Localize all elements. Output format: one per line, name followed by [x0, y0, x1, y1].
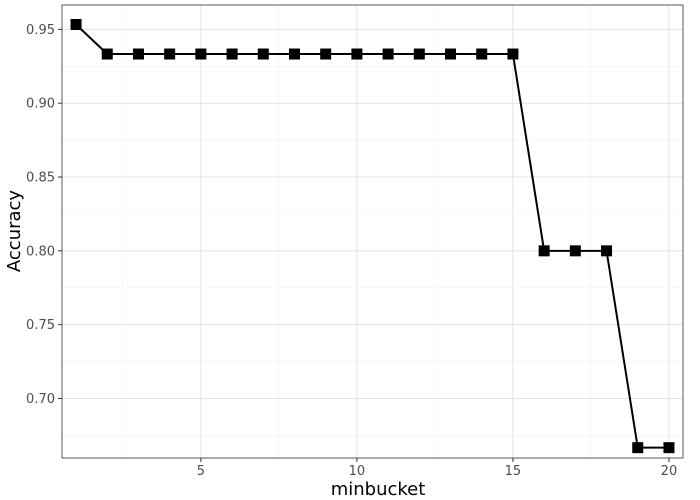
data-point — [101, 48, 113, 60]
panel-border — [61, 4, 684, 459]
y-tick-label: 0.85 — [26, 171, 55, 186]
x-axis-tick-labels: 5 10 15 20 — [197, 464, 678, 479]
data-point — [195, 48, 207, 60]
y-axis-tick-labels: 0.70 0.75 0.80 0.85 0.90 0.95 — [26, 23, 55, 407]
data-point — [663, 442, 675, 454]
data-point — [632, 442, 644, 454]
data-point — [288, 48, 300, 60]
data-point — [445, 48, 457, 60]
y-tick-label: 0.95 — [26, 23, 55, 38]
x-tick-label: 10 — [349, 464, 366, 479]
y-tick-label: 0.90 — [26, 97, 55, 112]
data-point — [132, 48, 144, 60]
y-tick-label: 0.75 — [26, 318, 55, 333]
x-tick-label: 15 — [505, 464, 522, 479]
series-layer — [70, 18, 675, 454]
y-axis-title: Accuracy — [4, 190, 25, 273]
data-point — [70, 18, 82, 30]
y-tick-label: 0.80 — [26, 244, 55, 259]
data-point — [413, 48, 425, 60]
x-tick-label: 20 — [661, 464, 678, 479]
data-point — [164, 48, 176, 60]
data-point — [351, 48, 363, 60]
data-point — [382, 48, 394, 60]
axis-ticks — [58, 28, 670, 462]
data-point — [320, 48, 332, 60]
data-point — [226, 48, 238, 60]
data-point — [569, 245, 581, 257]
data-point — [601, 245, 613, 257]
data-point — [257, 48, 269, 60]
x-axis-title: minbucket — [331, 479, 426, 500]
minor-gridlines — [62, 5, 683, 458]
x-tick-label: 5 — [197, 464, 205, 479]
panel-background — [62, 5, 683, 458]
major-gridlines — [62, 5, 683, 458]
data-point — [538, 245, 550, 257]
y-tick-label: 0.70 — [26, 392, 55, 407]
data-point — [476, 48, 488, 60]
data-point — [507, 48, 519, 60]
